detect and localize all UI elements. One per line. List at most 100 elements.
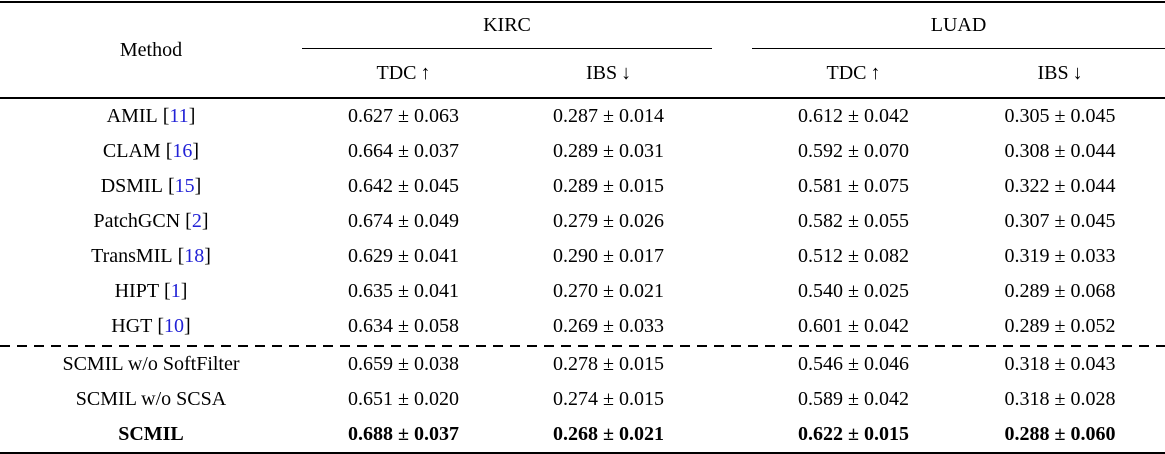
cell-luad-ibs: 0.288 ± 0.060: [955, 417, 1165, 454]
col-group-luad: LUAD: [752, 2, 1165, 49]
col-header-method: Method: [0, 2, 302, 99]
cell-kirc-tdc: 0.642 ± 0.045: [348, 175, 459, 197]
method-name: AMIL: [106, 105, 158, 127]
cell-luad-tdc: 0.512 ± 0.082: [798, 245, 909, 267]
cell-luad-tdc: 0.601 ± 0.042: [798, 315, 909, 337]
cell-luad-tdc: 0.622 ± 0.015: [752, 417, 956, 454]
spacer-cell: [712, 347, 752, 382]
method-name: SCMIL: [118, 423, 184, 445]
header-group-gap: [712, 2, 753, 99]
spacer-cell: [712, 134, 752, 169]
method-name: TransMIL: [91, 245, 173, 267]
cell-kirc-ibs: 0.269 ± 0.033: [553, 315, 664, 337]
cell-luad-tdc: 0.589 ± 0.042: [798, 388, 909, 410]
citation: [10]: [157, 315, 190, 337]
col-header-kirc-tdc: TDC ↑: [302, 48, 505, 99]
col-header-luad-ibs: IBS ↓: [955, 48, 1165, 99]
citation-link[interactable]: 11: [169, 105, 189, 127]
col-header-kirc-ibs: IBS ↓: [505, 48, 713, 99]
method-name: SCMIL w/o SoftFilter: [62, 353, 240, 375]
table-row-amil: AMIL [11] 0.627 ± 0.063 0.287 ± 0.014 0.6…: [0, 98, 1165, 134]
citation-link[interactable]: 18: [184, 245, 205, 267]
method-cell: PatchGCN [2]: [0, 204, 302, 239]
citation: [15]: [168, 175, 201, 197]
method-name: CLAM: [102, 140, 161, 162]
method-name: SCMIL w/o SCSA: [75, 388, 227, 410]
method-name: HGT: [111, 315, 153, 337]
citation: [1]: [164, 280, 187, 302]
cite-bracket-close: ]: [184, 315, 191, 337]
cell-kirc-tdc: 0.674 ± 0.049: [348, 210, 459, 232]
cell-kirc-ibs: 0.289 ± 0.031: [553, 140, 664, 162]
header-metric-row: TDC ↑ IBS ↓ TDC ↑ IBS ↓: [0, 48, 1165, 99]
spacer-cell: [712, 169, 752, 204]
cite-bracket-close: ]: [204, 245, 211, 267]
dashed-separator-row: [0, 344, 1165, 347]
method-cell: HIPT [1]: [0, 274, 302, 309]
method-cell: CLAM [16]: [0, 134, 302, 169]
citation-link[interactable]: 1: [170, 280, 181, 302]
method-cell: TransMIL [18]: [0, 239, 302, 274]
cell-kirc-tdc: 0.629 ± 0.041: [348, 245, 459, 267]
table-row-scmil-wo-softfilter: SCMIL w/o SoftFilter 0.659 ± 0.038 0.278…: [0, 347, 1165, 382]
cell-luad-ibs: 0.289 ± 0.052: [1004, 315, 1116, 337]
citation-link[interactable]: 16: [172, 140, 193, 162]
cell-kirc-tdc: 0.651 ± 0.020: [348, 388, 459, 410]
citation-link[interactable]: 10: [164, 315, 185, 337]
cell-kirc-ibs: 0.278 ± 0.015: [553, 353, 664, 375]
citation-link[interactable]: 15: [174, 175, 195, 197]
method-cell: DSMIL [15]: [0, 169, 302, 204]
cite-bracket-close: ]: [180, 280, 188, 302]
spacer-cell: [712, 382, 752, 417]
cell-luad-ibs: 0.305 ± 0.045: [1004, 105, 1116, 127]
cell-kirc-tdc: 0.635 ± 0.041: [348, 280, 459, 302]
table-row-scmil-wo-scsa: SCMIL w/o SCSA 0.651 ± 0.020 0.274 ± 0.0…: [0, 382, 1165, 417]
citation: [11]: [163, 105, 196, 127]
cell-luad-tdc: 0.592 ± 0.070: [798, 140, 909, 162]
cite-bracket-open: [: [162, 105, 170, 127]
cite-bracket-open: [: [185, 210, 192, 232]
cell-kirc-tdc: 0.688 ± 0.037: [302, 417, 505, 454]
header-group-row: Method KIRC LUAD: [0, 2, 1165, 99]
cite-bracket-close: ]: [201, 210, 209, 232]
spacer-cell: [712, 239, 752, 274]
method-name: PatchGCN: [93, 210, 181, 232]
citation: [18]: [178, 245, 211, 267]
method-cell: SCMIL w/o SoftFilter: [0, 347, 302, 382]
cell-kirc-tdc: 0.664 ± 0.037: [348, 140, 459, 162]
method-cell: SCMIL: [0, 417, 302, 454]
cell-kirc-ibs: 0.287 ± 0.014: [553, 105, 664, 127]
col-header-luad-tdc: TDC ↑: [752, 48, 956, 99]
spacer-cell: [712, 417, 753, 454]
cell-luad-tdc: 0.582 ± 0.055: [798, 210, 909, 232]
table-row-scmil: SCMIL 0.688 ± 0.037 0.268 ± 0.021 0.622 …: [0, 417, 1165, 454]
citation: [16]: [166, 140, 199, 162]
citation-link[interactable]: 2: [191, 210, 202, 232]
cell-kirc-tdc: 0.627 ± 0.063: [348, 105, 459, 127]
cell-kirc-ibs: 0.290 ± 0.017: [553, 245, 664, 267]
cite-bracket-close: ]: [192, 140, 200, 162]
cite-bracket-open: [: [157, 315, 165, 337]
method-cell: HGT [10]: [0, 309, 302, 344]
cell-luad-ibs: 0.322 ± 0.044: [1004, 175, 1116, 197]
cell-luad-ibs: 0.289 ± 0.068: [1004, 280, 1116, 302]
table-row-dsmil: DSMIL [15] 0.642 ± 0.045 0.289 ± 0.015 0.…: [0, 169, 1165, 204]
cell-kirc-ibs: 0.279 ± 0.026: [553, 210, 664, 232]
table-row-patchgcn: PatchGCN [2] 0.674 ± 0.049 0.279 ± 0.026 …: [0, 204, 1165, 239]
cite-bracket-open: [: [165, 140, 173, 162]
table-row-clam: CLAM [16] 0.664 ± 0.037 0.289 ± 0.031 0.5…: [0, 134, 1165, 169]
dashed-rule: [0, 344, 1165, 347]
spacer-cell: [712, 98, 752, 134]
cell-luad-tdc: 0.581 ± 0.075: [798, 175, 909, 197]
spacer-cell: [712, 309, 752, 344]
method-cell: SCMIL w/o SCSA: [0, 382, 302, 417]
cite-bracket-open: [: [177, 245, 185, 267]
cell-kirc-ibs: 0.268 ± 0.021: [505, 417, 713, 454]
cell-kirc-tdc: 0.634 ± 0.058: [348, 315, 459, 337]
cell-luad-ibs: 0.308 ± 0.044: [1004, 140, 1116, 162]
cell-luad-ibs: 0.307 ± 0.045: [1004, 210, 1116, 232]
cell-luad-ibs: 0.318 ± 0.043: [1004, 353, 1116, 375]
cite-bracket-close: ]: [194, 175, 202, 197]
